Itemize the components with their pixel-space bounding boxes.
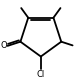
Text: O: O (1, 41, 7, 50)
Text: Cl: Cl (37, 70, 45, 78)
